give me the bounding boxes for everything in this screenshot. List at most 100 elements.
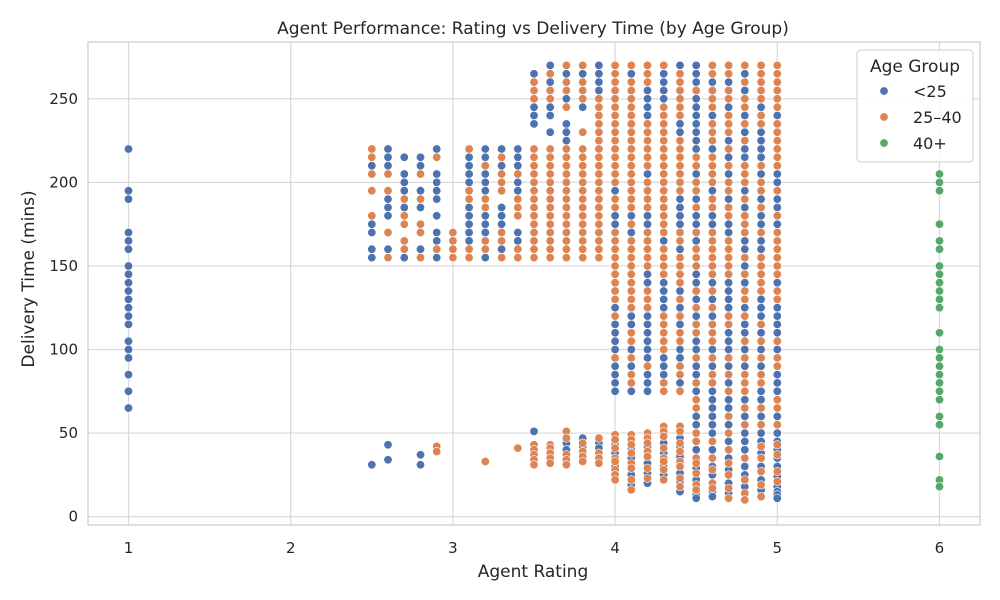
data-point (740, 294, 750, 304)
data-point (659, 236, 669, 246)
data-point (626, 463, 636, 473)
data-point (675, 482, 685, 492)
data-point (124, 228, 134, 238)
data-point (529, 94, 539, 104)
data-point (756, 303, 766, 313)
data-point (497, 228, 507, 238)
data-point (691, 102, 701, 112)
data-point (480, 236, 490, 246)
data-point (642, 169, 652, 179)
data-point (756, 286, 766, 296)
data-point (626, 303, 636, 313)
data-point (124, 269, 134, 279)
data-point (707, 194, 717, 204)
data-point (594, 136, 604, 146)
data-point (432, 152, 442, 162)
data-point (724, 219, 734, 229)
data-point (740, 403, 750, 413)
data-point (480, 228, 490, 238)
data-point (756, 480, 766, 490)
data-point (367, 169, 377, 179)
data-point (707, 361, 717, 371)
data-point (578, 127, 588, 137)
data-point (529, 86, 539, 96)
data-point (594, 94, 604, 104)
data-point (707, 169, 717, 179)
data-point (659, 60, 669, 70)
data-point (448, 236, 458, 246)
data-point (415, 253, 425, 263)
data-point (383, 455, 393, 465)
data-point (610, 186, 620, 196)
data-point (415, 152, 425, 162)
data-point (756, 186, 766, 196)
data-point (561, 186, 571, 196)
data-point (740, 278, 750, 288)
data-point (772, 94, 782, 104)
data-point (707, 77, 717, 87)
data-point (691, 403, 701, 413)
data-point (578, 186, 588, 196)
data-point (724, 94, 734, 104)
y-tick-label: 200 (49, 173, 78, 191)
data-point (756, 294, 766, 304)
data-point (724, 169, 734, 179)
data-point (642, 344, 652, 354)
data-point (934, 395, 944, 405)
data-point (691, 386, 701, 396)
data-point (724, 303, 734, 313)
data-point (724, 144, 734, 154)
data-point (740, 127, 750, 137)
data-point (513, 177, 523, 187)
data-point (642, 144, 652, 154)
x-tick-label: 2 (286, 539, 296, 557)
data-point (594, 253, 604, 263)
data-point (626, 370, 636, 380)
data-point (659, 102, 669, 112)
data-point (545, 111, 555, 121)
data-point (707, 278, 717, 288)
data-point (756, 411, 766, 421)
data-point (772, 169, 782, 179)
data-point (124, 294, 134, 304)
data-point (642, 186, 652, 196)
data-point (529, 177, 539, 187)
data-point (545, 86, 555, 96)
data-point (934, 378, 944, 388)
data-point (756, 395, 766, 405)
data-point (707, 353, 717, 363)
data-point (772, 203, 782, 213)
data-point (724, 127, 734, 137)
data-point (772, 102, 782, 112)
data-point (659, 261, 669, 271)
y-axis-label: Delivery Time (mins) (19, 190, 39, 367)
data-point (724, 361, 734, 371)
data-point (561, 244, 571, 254)
data-point (464, 169, 474, 179)
data-point (578, 144, 588, 154)
data-point (480, 194, 490, 204)
data-point (561, 194, 571, 204)
data-point (740, 161, 750, 171)
x-tick-label: 1 (124, 539, 134, 557)
data-point (610, 386, 620, 396)
data-point (675, 426, 685, 436)
data-point (756, 311, 766, 321)
data-point (626, 119, 636, 129)
legend-marker (879, 112, 889, 122)
x-tick-label: 6 (935, 539, 945, 557)
data-point (740, 303, 750, 313)
data-point (610, 102, 620, 112)
data-point (626, 336, 636, 346)
data-point (772, 344, 782, 354)
data-point (529, 253, 539, 263)
data-point (724, 111, 734, 121)
data-point (740, 211, 750, 221)
data-point (610, 111, 620, 121)
data-point (724, 286, 734, 296)
data-point (578, 456, 588, 466)
data-point (707, 211, 717, 221)
data-point (626, 77, 636, 87)
data-point (659, 336, 669, 346)
data-point (659, 119, 669, 129)
